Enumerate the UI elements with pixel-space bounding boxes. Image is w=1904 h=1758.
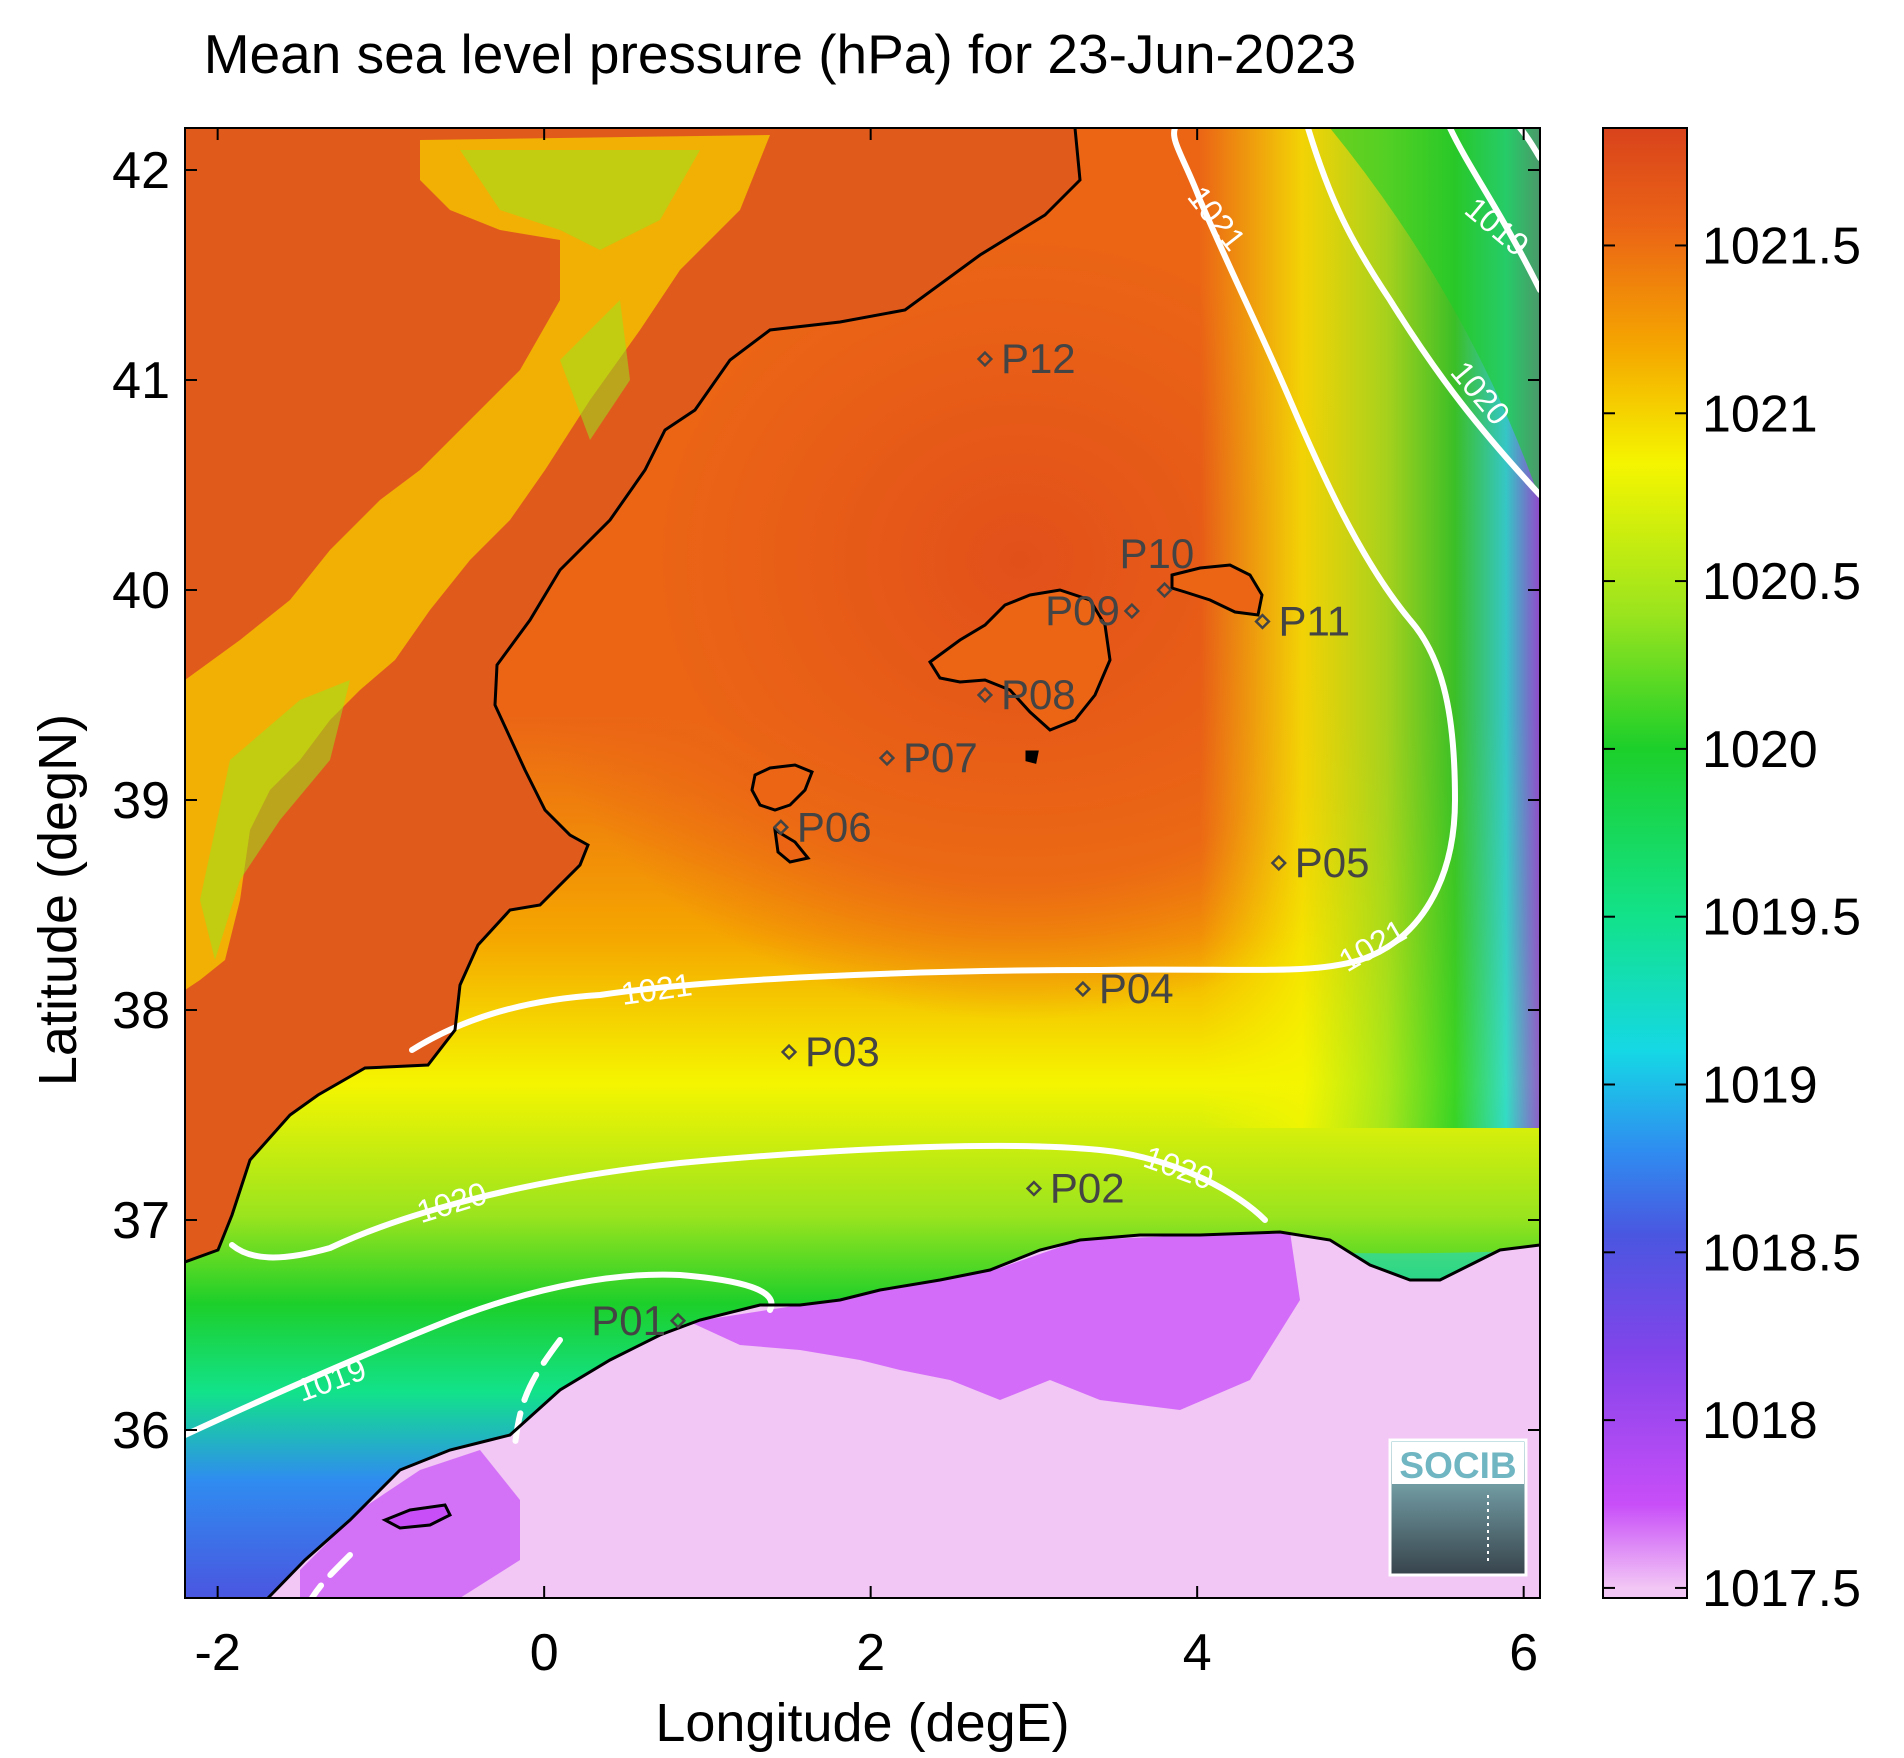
cabrera-coastline [1025, 750, 1039, 764]
isobar-1021-south [409, 128, 1459, 1053]
socib-logo-header [1392, 1442, 1524, 1484]
station-label: P01 [591, 1297, 666, 1344]
colorbar-tick-label: 1021.5 [1702, 217, 1861, 275]
station-marker [1025, 1180, 1043, 1197]
isobar-1019-coast [309, 1337, 563, 1598]
station-label: P11 [1278, 598, 1350, 645]
station-p09: P09 [1045, 587, 1140, 634]
station-label: P02 [1050, 1165, 1125, 1212]
station-p03: P03 [780, 1028, 880, 1075]
station-p11: P11 [1254, 598, 1350, 645]
station-marker [878, 749, 896, 767]
socib-logo-text: SOCIB [1399, 1445, 1516, 1486]
station-label: P10 [1120, 530, 1195, 577]
station-label: P09 [1045, 587, 1120, 634]
north-africa-purple-fringe [690, 1232, 1300, 1410]
colorbar-tick-label: 1020.5 [1702, 553, 1861, 611]
map-axis-ticks: -2 0 2 4 6 36 37 38 39 40 41 42 [112, 128, 1540, 1682]
x-tick-label: 2 [856, 1624, 885, 1682]
isobar-1020-south [229, 1142, 1268, 1261]
isobar-contours [185, 128, 1540, 1598]
y-tick-label: 36 [112, 1402, 170, 1460]
station-p08: P08 [976, 671, 1076, 718]
colorbar-tick-label: 1018.5 [1702, 1224, 1861, 1282]
station-p06: P06 [772, 803, 872, 850]
isobar-1019-east [1447, 128, 1540, 293]
isobar-1019-northeast-corner [1517, 128, 1540, 161]
ibiza-coastline [750, 763, 814, 812]
coastlines [185, 128, 1540, 1598]
colorbar-tick-label: 1018 [1702, 1392, 1818, 1450]
station-label: P06 [797, 803, 872, 850]
map-frame [184, 127, 1541, 1599]
y-tick-label: 40 [112, 562, 170, 620]
colorbar-tick-label: 1020 [1702, 721, 1818, 779]
x-tick-label: 4 [1183, 1624, 1212, 1682]
station-marker [1270, 854, 1287, 872]
colorbar-bar [1602, 127, 1688, 1599]
isobar-1020-east [1305, 128, 1540, 498]
station-marker [772, 819, 790, 836]
station-marker [976, 350, 994, 368]
iberia-land [185, 128, 1080, 1262]
iberia-coastline [185, 128, 1082, 1264]
station-p07: P07 [878, 734, 978, 781]
station-marker [976, 686, 994, 704]
page-title: Mean sea level pressure (hPa) for 23-Jun… [203, 23, 1357, 85]
colorbar-tick-label: 1021 [1702, 385, 1818, 443]
alboran-island-coastline [381, 1503, 453, 1530]
colorbar: 1017.5 1018 1018.5 1019 1019.5 1020 1020.5 1021… [1602, 127, 1861, 1618]
colorbar-ticks: 1017.5 1018 1018.5 1019 1019.5 1020 1020.5 1021… [1603, 217, 1861, 1618]
x-tick-label: 0 [530, 1624, 559, 1682]
station-p05: P05 [1270, 839, 1370, 886]
formentera-coastline [773, 827, 811, 864]
iberia-plateau-green [200, 150, 700, 960]
station-label: P04 [1099, 965, 1174, 1012]
station-p10: P10 [1120, 530, 1195, 599]
y-tick-label: 41 [112, 352, 170, 410]
station-marker [1123, 602, 1140, 620]
africa-coastline [266, 1230, 1540, 1598]
station-label: P08 [1001, 671, 1076, 718]
isobar-1019-south [185, 1271, 775, 1438]
y-axis-label: Latitude (degN) [28, 713, 88, 1087]
y-tick-label: 38 [112, 982, 170, 1040]
mallorca-coastline [927, 588, 1112, 732]
y-tick-label: 39 [112, 772, 170, 830]
station-p04: P04 [1074, 965, 1174, 1012]
station-marker [669, 1312, 687, 1329]
station-marker [1074, 980, 1092, 998]
colorbar-tick-label: 1017.5 [1702, 1560, 1861, 1618]
colorbar-tick-label: 1019 [1702, 1057, 1818, 1115]
y-tick-label: 42 [112, 142, 170, 200]
menorca-coastline [1170, 563, 1264, 617]
station-marker [780, 1043, 798, 1061]
station-p01: P01 [591, 1297, 687, 1344]
x-axis-label: Longitude (degE) [655, 1693, 1070, 1753]
socib-logo: SOCIB [1388, 1438, 1528, 1577]
colorbar-tick-label: 1019.5 [1702, 889, 1861, 947]
station-label: P03 [805, 1028, 880, 1075]
station-p12: P12 [976, 335, 1076, 382]
station-marker [1156, 581, 1173, 599]
station-marker [1254, 613, 1271, 630]
x-tick-label: -2 [195, 1624, 241, 1682]
y-tick-label: 37 [112, 1192, 170, 1250]
station-label: P12 [1001, 335, 1076, 382]
x-tick-label: 6 [1509, 1624, 1538, 1682]
station-label: P07 [903, 734, 978, 781]
station-label: P05 [1295, 839, 1370, 886]
station-p02: P02 [1025, 1165, 1125, 1212]
northeast-low-wedge [1330, 128, 1540, 500]
